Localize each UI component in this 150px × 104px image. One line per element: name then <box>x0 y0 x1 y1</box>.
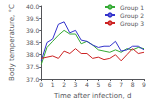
svg-text:Group 2: Group 2 <box>120 12 144 20</box>
svg-text:3: 3 <box>74 81 78 88</box>
svg-text:37.0: 37.0 <box>26 76 40 83</box>
svg-text:7: 7 <box>119 81 123 88</box>
svg-text:2: 2 <box>62 81 66 88</box>
svg-text:6: 6 <box>108 81 112 88</box>
svg-text:40.0: 40.0 <box>26 3 40 10</box>
svg-text:5: 5 <box>96 81 100 88</box>
svg-text:9: 9 <box>142 81 146 88</box>
svg-text:8: 8 <box>131 81 135 88</box>
svg-text:Time after infection, d: Time after infection, d <box>53 92 131 100</box>
svg-text:1: 1 <box>51 81 55 88</box>
svg-text:0: 0 <box>39 81 43 88</box>
svg-text:4: 4 <box>85 81 89 88</box>
svg-text:Group 3: Group 3 <box>120 20 144 28</box>
svg-text:Group 1: Group 1 <box>120 4 144 12</box>
svg-text:39.5: 39.5 <box>26 15 40 22</box>
svg-text:Body temperature, °C: Body temperature, °C <box>8 4 16 81</box>
svg-text:38.5: 38.5 <box>26 39 40 46</box>
svg-text:37.5: 37.5 <box>26 63 40 70</box>
svg-text:39.0: 39.0 <box>26 27 40 34</box>
svg-text:38.0: 38.0 <box>26 51 40 58</box>
